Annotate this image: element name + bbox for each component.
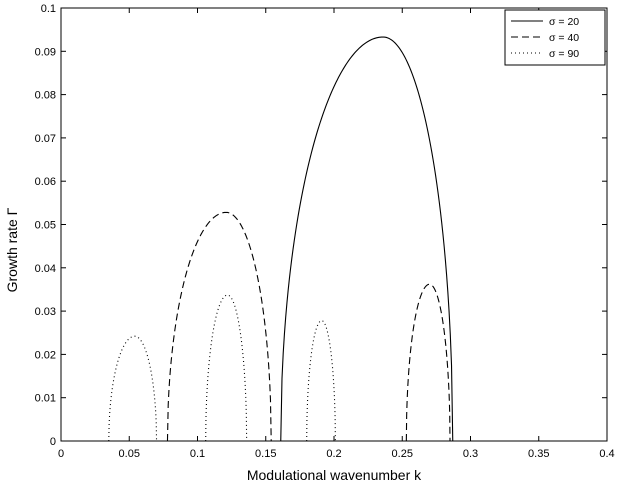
x-tick-label: 0.1 <box>190 448 205 460</box>
series-line-sigma-90-lobe-2 <box>205 294 248 442</box>
legend-entry-label: σ = 40 <box>549 32 579 44</box>
y-tick-label: 0.09 <box>35 46 56 58</box>
legend-box <box>504 9 606 66</box>
y-tick-label: 0.03 <box>35 306 56 318</box>
x-tick-label: 0.3 <box>463 448 478 460</box>
y-tick-label: 0.01 <box>35 393 56 405</box>
plot-area <box>60 7 608 442</box>
y-tick-label: 0.02 <box>35 349 56 361</box>
legend-entry-label: σ = 20 <box>549 16 579 28</box>
x-axis-ticks: 0 0.05 0.1 0.15 0.2 0.25 0.3 0.35 0.4 <box>58 8 615 460</box>
plot-frame <box>60 7 608 442</box>
y-axis-ticks: 0 0.01 0.02 0.03 0.04 0.05 0.06 0.07 0.08 0.09 0.1 <box>35 3 607 448</box>
y-tick-label: 0.08 <box>35 90 56 102</box>
y-tick-label: 0 <box>50 436 56 448</box>
series-line-sigma-20-lobe-1 <box>280 36 454 442</box>
series-layer <box>108 36 454 442</box>
y-tick-label: 0.06 <box>35 176 56 188</box>
y-tick-label: 0.05 <box>35 220 56 232</box>
x-tick-label: 0.05 <box>119 448 140 460</box>
y-axis-label: Growth rate Γ <box>4 207 20 292</box>
series-line-sigma-90-lobe-1 <box>108 335 158 442</box>
x-tick-label: 0.2 <box>326 448 341 460</box>
legend: σ = 20 σ = 40 σ = 90 <box>504 9 606 66</box>
x-tick-label: 0 <box>58 448 64 460</box>
y-tick-label: 0.07 <box>35 133 56 145</box>
x-axis-label: Modulational wavenumber k <box>247 467 422 483</box>
y-tick-label: 0.1 <box>41 3 56 15</box>
series-line-sigma-40-lobe-2 <box>405 283 451 442</box>
series-line-sigma-90-lobe-3 <box>306 320 336 442</box>
x-tick-label: 0.4 <box>599 448 614 460</box>
x-tick-label: 0.15 <box>255 448 276 460</box>
x-tick-label: 0.35 <box>528 448 549 460</box>
y-tick-label: 0.04 <box>35 263 56 275</box>
legend-entry-label: σ = 90 <box>549 48 579 60</box>
x-tick-label: 0.25 <box>392 448 413 460</box>
